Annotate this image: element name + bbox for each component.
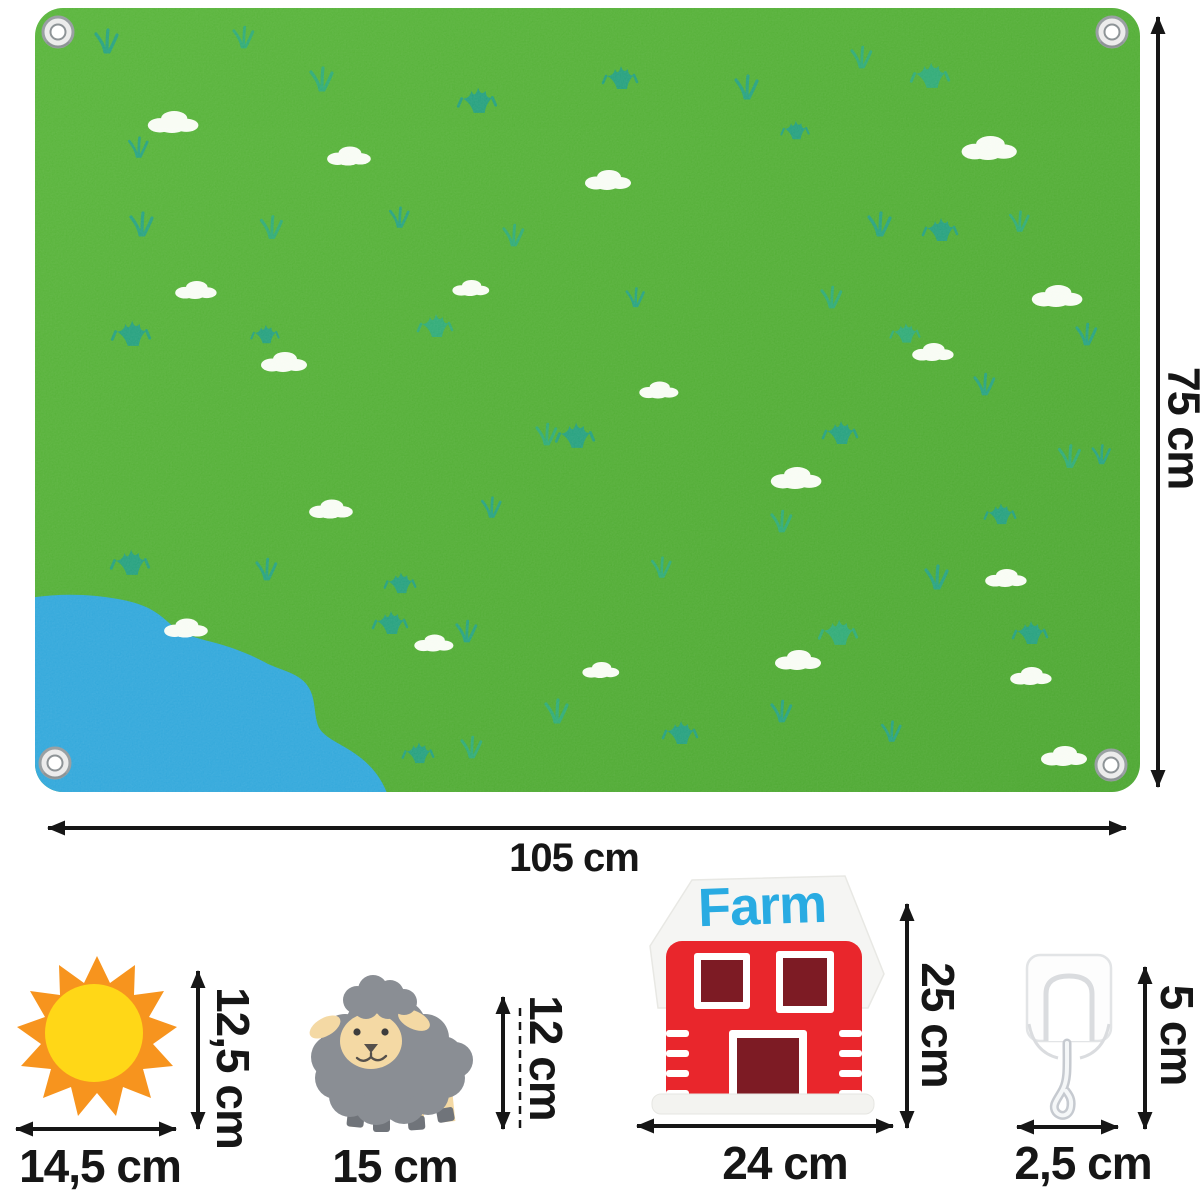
farm-house-icon — [649, 875, 885, 1115]
mat-width-label: 105 cm — [509, 836, 640, 880]
mat-height-label: 75 cm — [1158, 366, 1200, 490]
sheep-ear-left — [309, 1015, 341, 1039]
farm-height-label: 25 cm — [912, 962, 964, 1088]
hook-icon — [1025, 953, 1113, 1120]
farm-windows — [694, 951, 834, 1013]
farm-door — [729, 1030, 807, 1104]
sun-height-label: 12,5 cm — [207, 987, 259, 1149]
farm-base — [651, 1093, 875, 1115]
sun-width-label: 14,5 cm — [19, 1140, 182, 1192]
sheep-height-label: 12 cm — [520, 995, 572, 1121]
sheep-face-features — [353, 1028, 389, 1062]
sheep-head-wool — [343, 975, 417, 1019]
hook-height-label: 5 cm — [1151, 984, 1200, 1086]
sheep-width-label: 15 cm — [332, 1140, 458, 1192]
sheep-face — [340, 1013, 402, 1069]
sun-icon — [17, 956, 177, 1116]
felt-texture-overlay — [35, 8, 1140, 792]
farm-name-label: Farm — [696, 873, 828, 939]
sheep-icon — [309, 975, 473, 1132]
felt-play-mat — [35, 8, 1140, 792]
farm-width-label: 24 cm — [722, 1137, 848, 1189]
dimension-arrows — [15, 16, 1166, 1137]
hook-width-label: 2,5 cm — [1014, 1137, 1152, 1189]
